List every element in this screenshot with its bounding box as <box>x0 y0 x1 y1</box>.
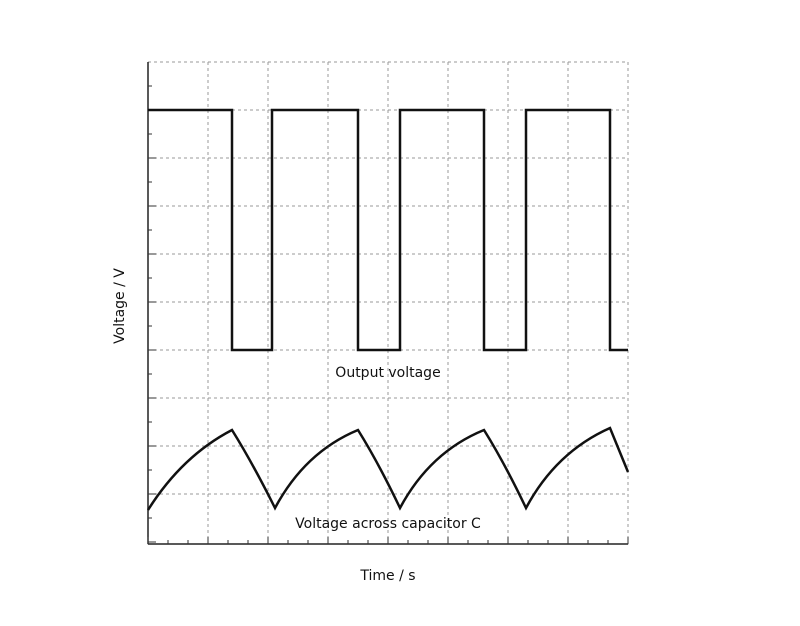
x-axis-label: Time / s <box>359 568 415 584</box>
curve-label: Output voltage <box>335 365 440 381</box>
axes <box>147 62 629 545</box>
capacitor-curve <box>146 426 630 511</box>
y-axis-label: Voltage / V <box>112 268 128 344</box>
square-wave <box>148 108 628 352</box>
grid <box>147 61 629 545</box>
curve-label: Voltage across capacitor C <box>295 516 481 532</box>
tick-marks <box>147 85 629 544</box>
